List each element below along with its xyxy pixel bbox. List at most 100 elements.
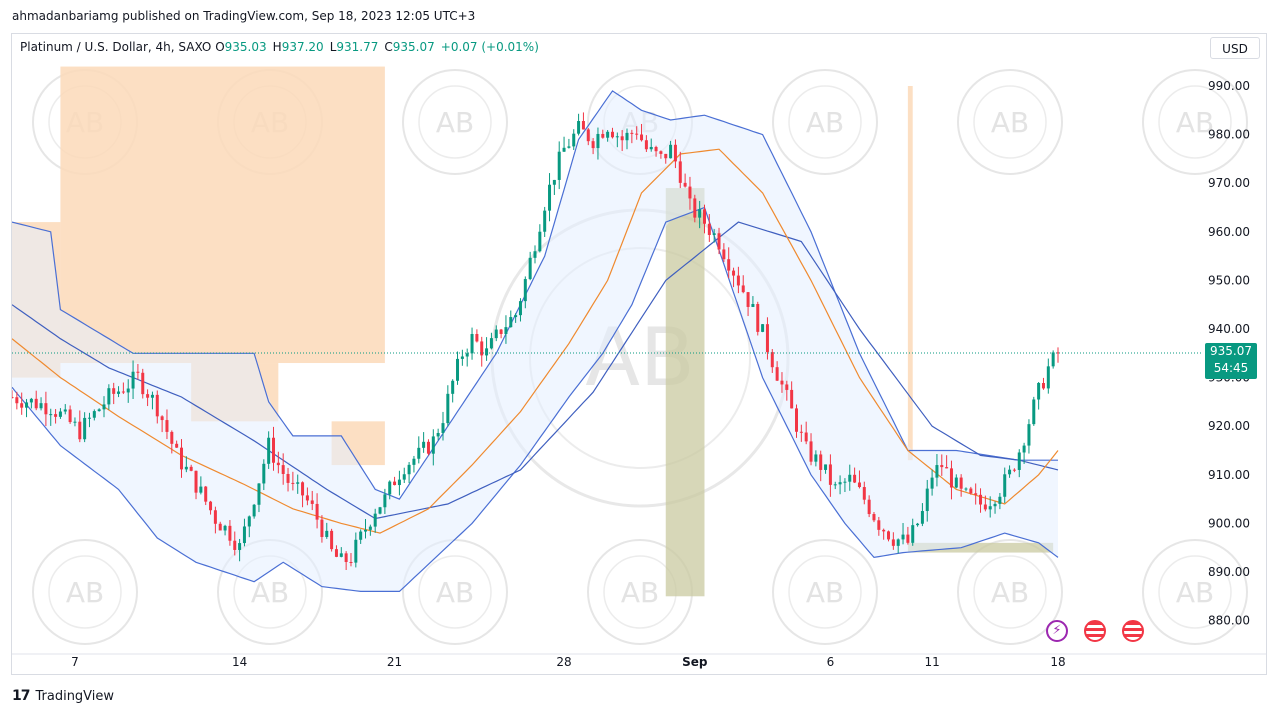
candle-body	[1046, 366, 1050, 389]
candle-body	[548, 184, 552, 211]
candle-body	[591, 141, 595, 149]
candle-body	[92, 411, 96, 418]
candle-body	[504, 327, 508, 334]
footer-brand[interactable]: 17 TradingView	[12, 688, 114, 704]
candle-body	[320, 519, 324, 537]
candle-body	[310, 500, 314, 504]
candle-body	[824, 464, 828, 470]
zone-box	[665, 188, 705, 597]
y-tick-label: 970.00	[1208, 176, 1250, 190]
candle-body	[673, 144, 677, 162]
candle-body	[25, 402, 29, 408]
candle-body	[601, 133, 605, 138]
candle-body	[557, 151, 561, 180]
candle-body	[141, 372, 145, 395]
candle-body	[446, 393, 450, 424]
candle-body	[179, 447, 183, 470]
candle-body	[29, 398, 33, 403]
watermark-text: AB	[436, 576, 474, 609]
candle-body	[828, 464, 832, 485]
candle-body	[364, 529, 368, 532]
candle-body	[121, 391, 125, 393]
candle-body	[242, 526, 246, 544]
change-value: +0.07 (+0.01%)	[440, 40, 539, 54]
candle-body	[732, 270, 736, 276]
candle-body	[218, 523, 222, 531]
candle-body	[267, 437, 271, 464]
candle-body	[979, 494, 983, 505]
watermark-ring	[1158, 555, 1232, 629]
candle-body	[12, 397, 14, 399]
price-tag: 935.07 54:45	[1205, 343, 1257, 379]
candle-body	[882, 529, 886, 532]
candle-body	[165, 420, 169, 432]
candle-body	[83, 417, 87, 440]
candle-body	[107, 388, 111, 405]
watermark-ring	[772, 69, 878, 175]
watermark-ring	[973, 555, 1047, 629]
y-tick-label: 980.00	[1208, 128, 1250, 142]
candle-body	[577, 121, 581, 134]
candle-body	[746, 292, 750, 307]
candle-body	[678, 161, 682, 183]
candle-body	[422, 441, 426, 448]
us-flag-icon[interactable]	[1122, 620, 1144, 642]
candle-body	[809, 441, 813, 462]
candle-body	[562, 147, 566, 152]
x-tick-label: 6	[827, 655, 835, 669]
currency-button[interactable]: USD	[1210, 37, 1260, 59]
chart-frame[interactable]	[11, 33, 1267, 675]
candle-body	[857, 482, 861, 488]
candle-body	[276, 462, 280, 466]
watermark-ring	[973, 85, 1047, 159]
candle-body	[286, 473, 290, 483]
candle-body	[271, 437, 276, 463]
candle-body	[872, 514, 876, 521]
candle-body	[170, 431, 174, 444]
candle-body	[489, 338, 493, 349]
lightning-icon[interactable]: ⚡	[1046, 620, 1068, 642]
candle-body	[509, 317, 513, 328]
zone-box	[907, 86, 913, 461]
time-axis: 7 14 21 28 Sep 6 11 18	[71, 655, 1066, 669]
x-tick-label: 14	[232, 655, 247, 669]
watermark-ring	[32, 539, 138, 645]
open-value: 935.03	[224, 40, 267, 54]
candle-body	[136, 371, 140, 373]
watermark-text: AB	[1176, 576, 1214, 609]
us-flag-icon[interactable]	[1084, 620, 1106, 642]
candle-body	[906, 534, 910, 543]
symbol-title: Platinum / U.S. Dollar, 4h, SAXO	[20, 40, 212, 54]
y-tick-label: 940.00	[1208, 322, 1250, 336]
candle-body	[756, 304, 760, 332]
candle-body	[649, 146, 653, 150]
candle-body	[247, 516, 251, 527]
candle-body	[1022, 445, 1026, 453]
candle-body	[175, 443, 179, 448]
candle-body	[204, 486, 208, 502]
candle-body	[102, 404, 106, 410]
watermark-ring	[48, 555, 122, 629]
candle-body	[1008, 469, 1012, 475]
candle-body	[146, 394, 150, 398]
candle-body	[615, 136, 619, 138]
candle-body	[983, 504, 987, 510]
candle-body	[412, 458, 416, 465]
candle-body	[73, 421, 77, 423]
candle-body	[378, 507, 382, 514]
candle-body	[659, 151, 663, 154]
candle-body	[296, 482, 300, 484]
y-tick-label: 880.00	[1208, 614, 1250, 628]
publisher-line: ahmadanbariamg published on TradingView.…	[12, 9, 476, 23]
watermark-text: AB	[806, 106, 844, 139]
candle-body	[39, 403, 43, 409]
candle-body	[1017, 452, 1021, 470]
candles-layer	[12, 112, 1060, 570]
candle-body	[301, 482, 305, 496]
candle-body	[238, 543, 242, 550]
candle-body	[305, 495, 309, 501]
candle-body	[485, 348, 489, 356]
symbol-legend: Platinum / U.S. Dollar, 4h, SAXO O935.03…	[20, 40, 539, 54]
candle-body	[368, 526, 372, 530]
